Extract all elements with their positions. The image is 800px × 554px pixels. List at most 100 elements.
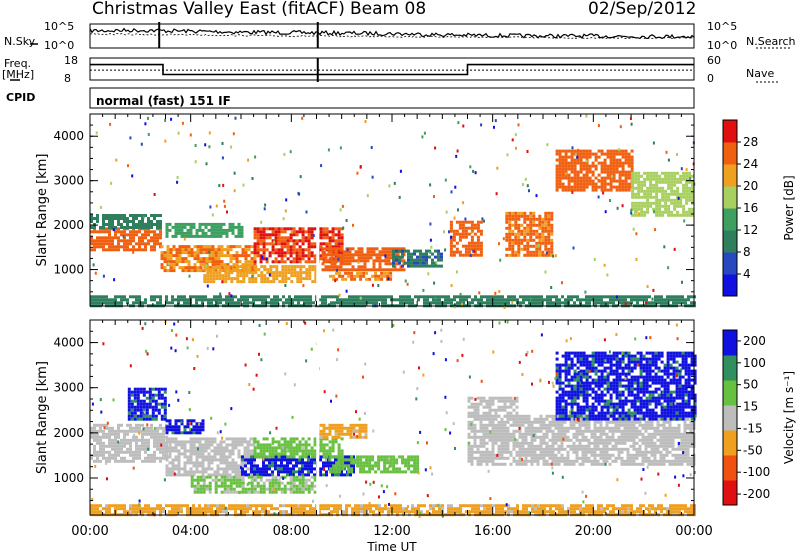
- data-cell: [219, 222, 223, 226]
- data-cell: [174, 431, 178, 435]
- data-cell: [281, 277, 285, 281]
- data-cell: [658, 189, 662, 193]
- data-cell: [111, 242, 114, 246]
- data-cell: [582, 298, 585, 302]
- data-cell: [280, 470, 283, 474]
- data-cell: [325, 461, 328, 465]
- data-cell: [307, 458, 310, 462]
- data-cell: [250, 467, 253, 471]
- data-cell: [198, 449, 202, 453]
- data-cell: [249, 437, 253, 441]
- data-cell: [482, 435, 486, 439]
- data-cell: [213, 458, 217, 462]
- scatter-cell: [689, 177, 692, 181]
- data-cell: [535, 232, 539, 236]
- data-cell: [453, 298, 456, 302]
- data-cell: [162, 429, 165, 433]
- data-cell: [630, 301, 633, 305]
- data-cell: [524, 429, 528, 433]
- data-cell: [676, 180, 680, 184]
- data-cell: [467, 250, 471, 254]
- data-cell: [266, 271, 270, 275]
- data-cell: [361, 429, 365, 433]
- data-cell: [603, 161, 607, 165]
- data-cell: [193, 257, 197, 261]
- data-cell: [135, 423, 138, 427]
- data-cell: [232, 254, 236, 258]
- data-cell: [150, 423, 153, 427]
- data-cell: [407, 249, 410, 253]
- data-cell: [621, 167, 625, 171]
- data-cell: [102, 230, 105, 234]
- data-cell: [350, 458, 354, 462]
- data-cell: [289, 449, 293, 453]
- data-cell: [547, 232, 551, 236]
- data-cell: [631, 186, 635, 190]
- data-cell: [308, 265, 312, 269]
- scatter-cell: [338, 293, 341, 297]
- data-cell: [525, 298, 528, 302]
- data-cell: [594, 188, 598, 192]
- data-cell: [195, 295, 198, 299]
- data-cell: [204, 470, 208, 474]
- data-cell: [474, 298, 477, 302]
- data-cell: [675, 298, 678, 302]
- data-cell: [615, 188, 619, 192]
- data-cell: [168, 422, 172, 426]
- data-cell: [199, 260, 203, 264]
- data-cell: [199, 257, 203, 261]
- data-cell: [227, 277, 231, 281]
- data-cell: [141, 236, 144, 240]
- data-cell: [102, 226, 105, 229]
- data-cell: [560, 447, 564, 451]
- data-cell: [685, 174, 689, 178]
- data-cell: [508, 211, 512, 215]
- data-cell: [640, 210, 644, 214]
- data-cell: [467, 456, 471, 460]
- data-cell: [216, 452, 220, 456]
- data-cell: [292, 239, 296, 243]
- data-cell: [615, 158, 619, 162]
- data-cell: [183, 452, 187, 456]
- scatter-cell: [474, 171, 477, 175]
- data-cell: [246, 446, 250, 450]
- data-cell: [205, 245, 209, 249]
- data-cell: [256, 473, 259, 477]
- data-cell: [688, 195, 692, 199]
- data-cell: [229, 484, 233, 488]
- data-cell: [348, 247, 352, 251]
- data-cell: [521, 447, 525, 451]
- data-cell: [123, 245, 126, 249]
- data-cell: [455, 241, 459, 245]
- data-cell: [150, 298, 153, 302]
- data-cell: [274, 446, 278, 450]
- data-cell: [228, 225, 232, 229]
- nsearch-line: [89, 33, 695, 40]
- data-cell: [533, 438, 537, 442]
- data-cell: [204, 437, 208, 441]
- data-cell: [186, 470, 190, 474]
- data-cell: [458, 223, 462, 227]
- data-cell: [564, 155, 568, 159]
- data-cell: [147, 223, 150, 226]
- data-cell: [256, 470, 259, 474]
- data-cell: [398, 249, 401, 253]
- data-cell: [354, 268, 358, 272]
- data-cell: [227, 274, 231, 278]
- data-cell: [235, 254, 239, 258]
- data-cell: [615, 170, 619, 174]
- data-cell: [501, 298, 504, 302]
- data-cell: [470, 420, 474, 424]
- data-cell: [211, 257, 215, 261]
- data-cell: [202, 248, 206, 252]
- data-cell: [150, 295, 153, 299]
- scatter-cell: [251, 275, 254, 278]
- data-cell: [413, 258, 416, 262]
- data-cell: [187, 263, 191, 267]
- data-cell: [201, 228, 205, 232]
- data-cell: [579, 152, 583, 156]
- data-cell: [576, 179, 580, 183]
- data-cell: [530, 429, 534, 433]
- data-cell: [220, 248, 224, 252]
